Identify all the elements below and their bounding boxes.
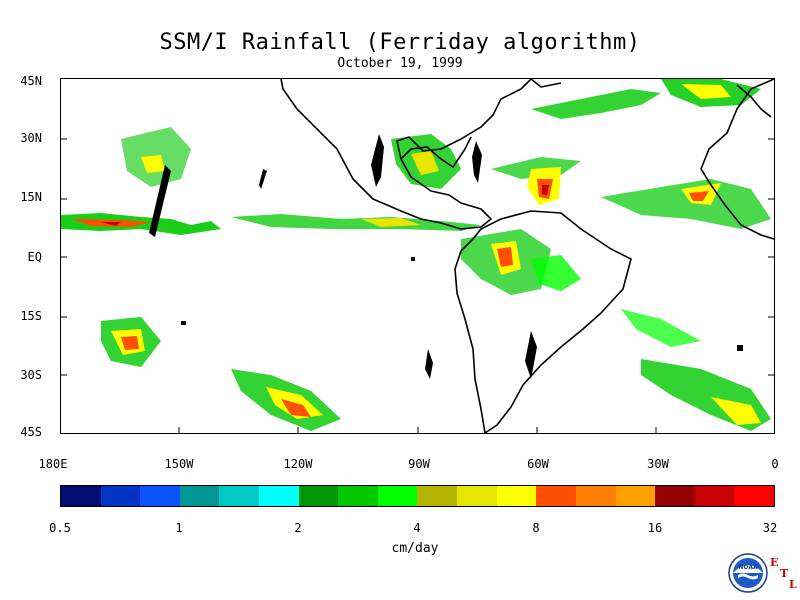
lon-label-90w: 90W <box>408 457 430 471</box>
map-ticks <box>61 138 774 433</box>
colorbar-swatch <box>100 486 141 506</box>
colorbar-swatch <box>694 486 735 506</box>
colorbar-tick-32: 32 <box>762 521 778 535</box>
map-date: October 19, 1999 <box>337 56 463 71</box>
lat-label-30s: 30S <box>20 368 42 382</box>
colorbar-swatch <box>575 486 616 506</box>
colorbar-swatch <box>338 486 378 506</box>
lon-label-30w: 30W <box>647 457 669 471</box>
colorbar-swatch <box>298 486 339 506</box>
lon-label-0: 0 <box>771 457 779 471</box>
rainfall-map <box>60 78 775 434</box>
lon-label-180e: 180E <box>38 457 68 471</box>
colorbar-swatch <box>536 486 576 506</box>
etl-letter-l: L <box>789 578 797 591</box>
missing-data-swaths <box>149 134 743 379</box>
colorbar-swatch <box>734 486 774 506</box>
etl-letter-t: T <box>780 567 789 580</box>
colorbar-tick-2: 2 <box>294 521 302 535</box>
colorbar-swatch <box>377 486 418 506</box>
colorbar-swatch <box>655 486 695 506</box>
colorbar-swatch <box>219 486 260 506</box>
colorbar-swatch <box>179 486 220 506</box>
rainfall-patches <box>61 79 771 431</box>
colorbar-swatch <box>496 486 537 506</box>
lon-label-120w: 120W <box>283 457 313 471</box>
rainfall-colorbar <box>60 485 775 507</box>
noaa-logo: NOAA <box>728 553 768 593</box>
colorbar-tick-16: 16 <box>647 521 663 535</box>
lat-label-eq: EQ <box>27 250 42 264</box>
rainfall-map-svg <box>61 78 775 434</box>
colorbar-tick-8: 8 <box>532 521 540 535</box>
coastlines <box>280 78 775 434</box>
south-america-coast <box>454 210 632 434</box>
lon-label-150w: 150W <box>164 457 194 471</box>
colorbar-swatch <box>259 486 299 506</box>
colorbar-tick-4: 4 <box>413 521 421 535</box>
lat-label-15s: 15S <box>20 309 42 323</box>
colorbar-swatch <box>417 486 458 506</box>
map-title: SSM/I Rainfall (Ferriday algorithm) <box>159 30 641 55</box>
colorbar-swatch <box>140 486 180 506</box>
colorbar-swatch <box>615 486 656 506</box>
lon-label-60w: 60W <box>527 457 549 471</box>
lat-label-15n: 15N <box>20 190 42 204</box>
etl-letter-e: E <box>770 556 779 569</box>
africa-coast <box>700 78 775 240</box>
colorbar-tick-1: 1 <box>175 521 183 535</box>
lat-label-30n: 30N <box>20 131 42 145</box>
lat-label-45n: 45N <box>20 74 42 88</box>
colorbar-swatch <box>457 486 497 506</box>
svg-text:NOAA: NOAA <box>738 564 758 571</box>
north-america-coast <box>280 78 532 230</box>
colorbar-tick-0-5: 0.5 <box>49 521 71 535</box>
colorbar-units: cm/day <box>391 541 439 556</box>
colorbar-swatch <box>61 486 101 506</box>
lat-label-45s: 45S <box>20 425 42 439</box>
